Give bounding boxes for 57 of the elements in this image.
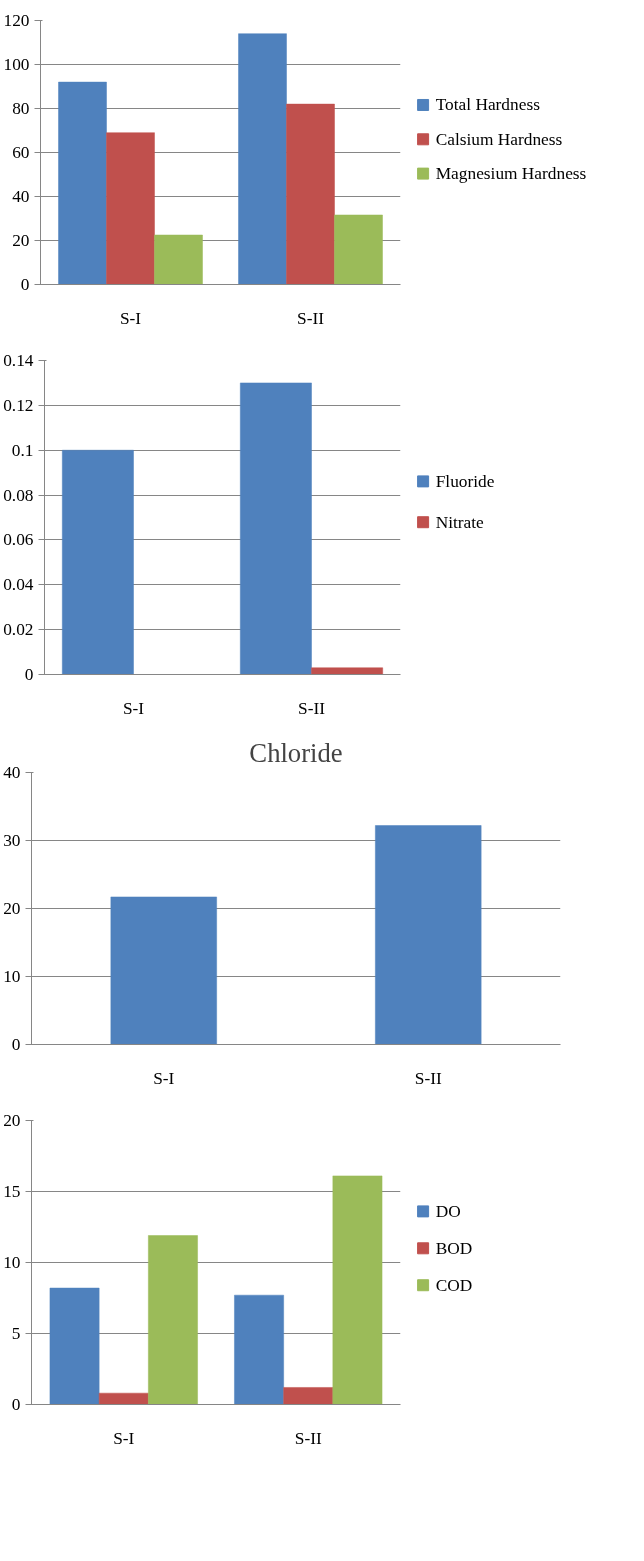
y-tick-label: 120 [3, 11, 30, 30]
y-tick-label: 0 [20, 275, 30, 294]
y-tick-label: 0.14 [3, 351, 34, 370]
bar [332, 1175, 383, 1405]
y-tick-label: 100 [3, 55, 30, 74]
x-tick-label: S-II [298, 698, 326, 718]
y-tick-label: 20 [3, 1111, 21, 1130]
y-tick-label: 40 [12, 187, 30, 206]
y-tick-label: 0.06 [3, 530, 34, 550]
legend-label: Nitrate [435, 512, 485, 532]
legend-label: BOD [435, 1238, 473, 1258]
bar [106, 132, 155, 285]
y-tick-label: 0.1 [11, 440, 34, 460]
bar [286, 103, 335, 285]
bar [334, 214, 383, 285]
y-tick-label: 0.04 [3, 575, 34, 595]
y-tick-label: 40 [3, 763, 21, 782]
y-tick-label: 60 [12, 143, 30, 162]
x-tick-label: S-I [119, 308, 142, 328]
x-tick-label: S-II [294, 1428, 322, 1448]
bar [234, 1294, 284, 1405]
y-tick-label: 20 [12, 231, 30, 250]
legend-label: Total Hardness [435, 95, 541, 115]
y-tick-label: 20 [3, 899, 21, 918]
legend-label: Fluoride [435, 471, 495, 491]
y-tick-label: 10 [3, 1253, 21, 1272]
bar [238, 33, 287, 285]
y-tick-label: 0.12 [3, 395, 34, 415]
y-tick-label: 0.08 [3, 485, 34, 505]
legend-label: Magnesium Hardness [435, 164, 587, 184]
bar [240, 382, 312, 675]
x-tick-label: S-II [297, 308, 325, 328]
y-tick-label: 5 [11, 1324, 21, 1343]
legend-label: DO [435, 1201, 461, 1221]
y-tick-label: 0.02 [3, 620, 34, 640]
x-tick-label: S-I [122, 698, 145, 718]
bar [283, 1387, 334, 1405]
legend-label: COD [435, 1275, 473, 1295]
bar [154, 234, 203, 285]
bar [148, 1235, 198, 1405]
bar [62, 449, 134, 675]
y-tick-label: 0 [24, 665, 34, 684]
y-tick-label: 30 [3, 831, 21, 850]
x-tick-label: S-II [414, 1068, 442, 1088]
y-tick-label: 80 [12, 99, 30, 118]
x-tick-label: S-I [153, 1068, 175, 1088]
y-tick-label: 10 [3, 967, 21, 986]
legend-label: Calsium Hardness [435, 129, 563, 149]
y-tick-label: 0 [11, 1395, 21, 1414]
bar [49, 1287, 100, 1405]
y-tick-label: 15 [3, 1182, 21, 1201]
y-tick-label: 0 [11, 1035, 21, 1054]
x-tick-label: S-I [113, 1428, 135, 1448]
bar [98, 1392, 149, 1405]
bar [58, 81, 107, 285]
bar [311, 667, 383, 675]
chart-title: Chloride [249, 737, 343, 768]
